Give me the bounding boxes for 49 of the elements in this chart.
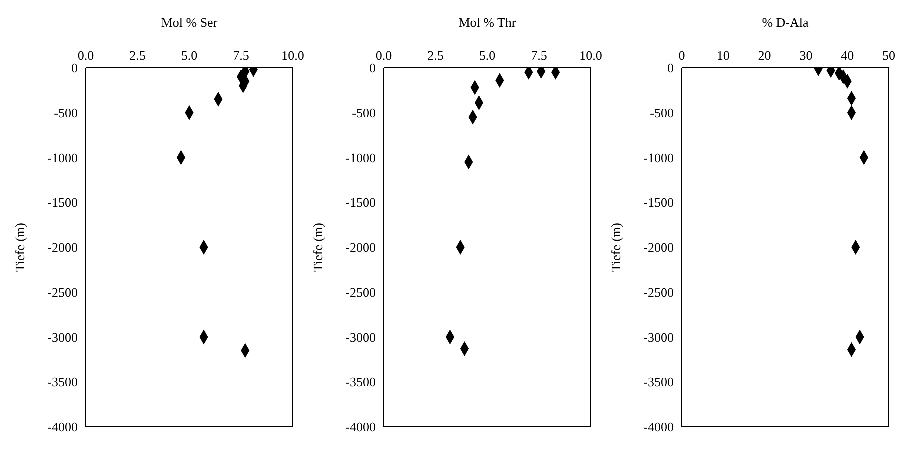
x-tick-label: 20 — [758, 48, 772, 63]
y-tick-label: -1500 — [644, 195, 674, 210]
y-tick-label: 0 — [370, 60, 376, 76]
x-tick-label: 50 — [882, 48, 896, 63]
y-tick-label: -3000 — [346, 330, 376, 345]
y-tick-label: -1000 — [48, 150, 78, 166]
y-tick-label: -4000 — [346, 420, 376, 435]
x-tick-label: 40 — [841, 48, 854, 63]
y-tick-label: -4000 — [644, 420, 674, 435]
y-tick-label: -2500 — [346, 284, 376, 300]
x-axis-title: Mol % Ser — [161, 15, 218, 30]
y-tick-label: -2500 — [644, 284, 674, 300]
x-tick-label: 10.0 — [580, 48, 602, 63]
x-axis-title: % D-Ala — [762, 15, 810, 30]
y-tick-label: -3000 — [644, 330, 674, 345]
y-tick-label: -1000 — [644, 150, 674, 166]
y-tick-label: 0 — [72, 60, 78, 76]
y-tick-label: -1000 — [346, 150, 376, 166]
y-tick-label: -2500 — [48, 284, 78, 300]
x-tick-label: 10 — [716, 48, 730, 63]
y-tick-label: -1500 — [346, 195, 376, 210]
x-tick-label: 2.5 — [130, 48, 146, 63]
y-axis-title: Tiefe (m) — [310, 223, 326, 272]
y-tick-label: -500 — [54, 105, 78, 120]
x-tick-label: 2.5 — [428, 48, 444, 63]
y-tick-label: -4000 — [48, 420, 78, 435]
y-axis-title: Tiefe (m) — [608, 223, 624, 272]
y-tick-label: -3000 — [48, 330, 78, 345]
x-tick-label: 5.0 — [479, 48, 496, 63]
x-tick-label: 0 — [678, 48, 686, 63]
x-tick-label: 7.5 — [531, 48, 548, 63]
y-tick-label: -1500 — [48, 195, 78, 210]
x-tick-label: 5.0 — [181, 48, 198, 63]
x-axis-title: Mol % Thr — [458, 15, 517, 30]
y-tick-label: -3500 — [346, 374, 376, 390]
y-tick-label: -2000 — [346, 240, 376, 256]
y-tick-label: -500 — [352, 105, 376, 120]
x-tick-label: 7.5 — [233, 48, 250, 63]
y-axis-title: Tiefe (m) — [12, 223, 28, 272]
y-tick-label: -3500 — [48, 374, 78, 390]
y-tick-label: 0 — [668, 60, 674, 76]
y-tick-label: -3500 — [644, 374, 674, 390]
y-tick-label: -500 — [650, 105, 674, 120]
x-tick-label: 30 — [800, 48, 813, 63]
x-tick-label: 10.0 — [282, 48, 304, 63]
y-tick-label: -2000 — [48, 240, 78, 256]
x-tick-label: 0.0 — [376, 48, 392, 63]
x-tick-label: 0.0 — [78, 48, 94, 63]
y-tick-label: -2000 — [644, 240, 674, 256]
